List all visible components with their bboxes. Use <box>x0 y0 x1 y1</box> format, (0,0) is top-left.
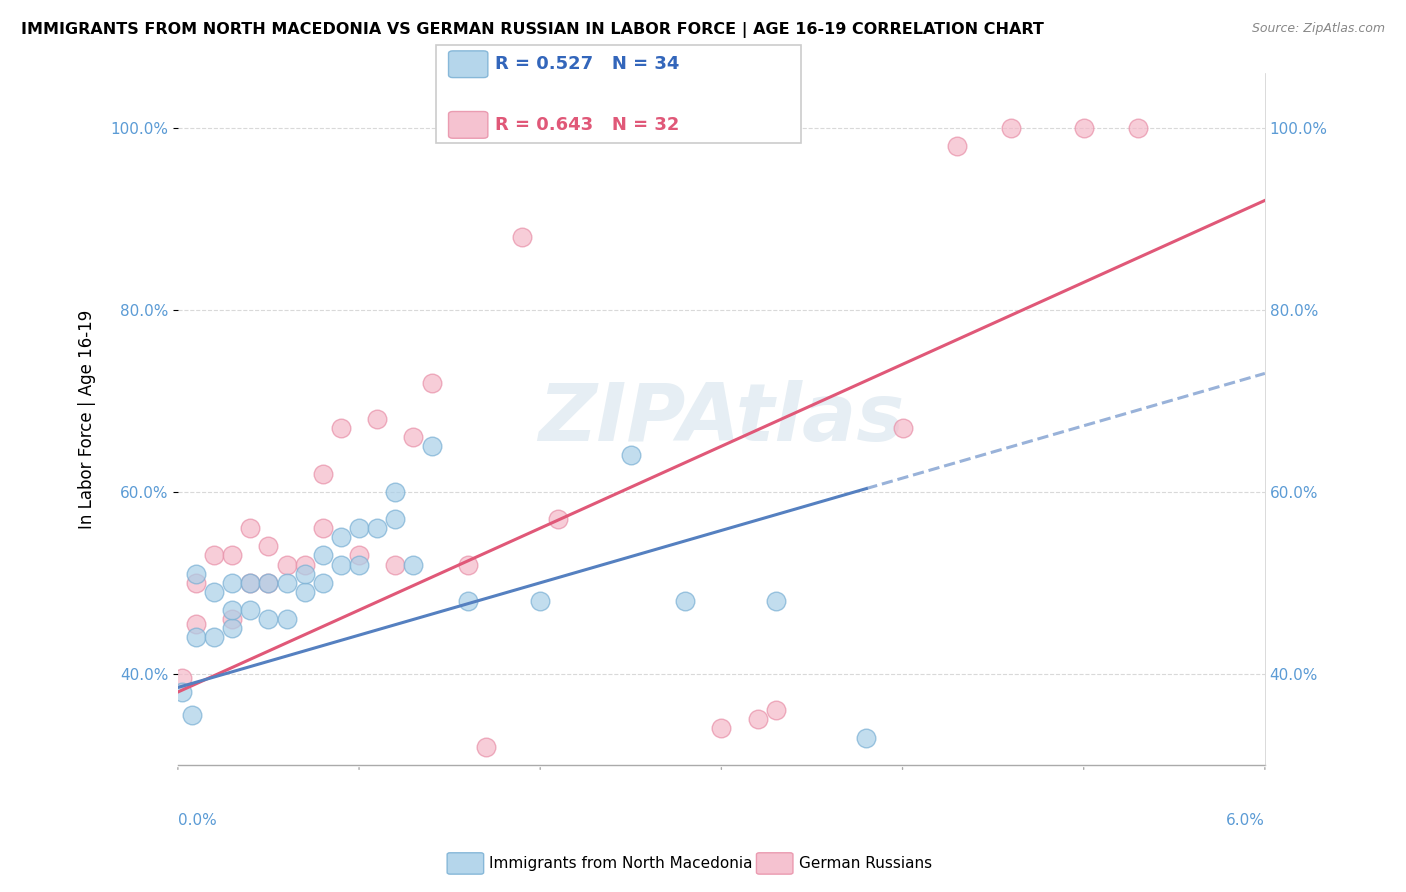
Point <box>1126 120 1149 135</box>
Point <box>276 612 298 626</box>
Text: Source: ZipAtlas.com: Source: ZipAtlas.com <box>1251 22 1385 36</box>
Point <box>457 594 479 608</box>
Point <box>239 521 262 535</box>
Text: R = 0.527   N = 34: R = 0.527 N = 34 <box>495 55 679 73</box>
Point <box>239 575 262 590</box>
Text: ZIPAtlas: ZIPAtlas <box>538 380 904 458</box>
Point <box>221 621 243 635</box>
Point <box>221 575 243 590</box>
Point <box>239 575 262 590</box>
Point <box>257 612 280 626</box>
Point <box>257 575 280 590</box>
Point <box>312 467 335 481</box>
Point <box>184 575 207 590</box>
Point <box>202 631 225 645</box>
Text: 0.0%: 0.0% <box>179 814 217 829</box>
Point <box>384 484 406 499</box>
Point <box>747 712 769 726</box>
Text: 6.0%: 6.0% <box>1226 814 1265 829</box>
Point <box>384 558 406 572</box>
Point <box>765 594 787 608</box>
Point <box>202 585 225 599</box>
Text: R = 0.643   N = 32: R = 0.643 N = 32 <box>495 116 679 134</box>
Point <box>181 707 204 722</box>
Point <box>257 575 280 590</box>
Point <box>276 575 298 590</box>
Point <box>529 594 551 608</box>
Point <box>457 558 479 572</box>
Point <box>276 558 298 572</box>
Point <box>329 558 352 572</box>
Point <box>221 603 243 617</box>
Point <box>420 439 443 453</box>
Point <box>202 549 225 563</box>
Point <box>475 739 498 754</box>
Point <box>312 549 335 563</box>
Point <box>402 430 425 444</box>
Point <box>312 521 335 535</box>
Text: IMMIGRANTS FROM NORTH MACEDONIA VS GERMAN RUSSIAN IN LABOR FORCE | AGE 16-19 COR: IMMIGRANTS FROM NORTH MACEDONIA VS GERMA… <box>21 22 1045 38</box>
Point <box>1000 120 1022 135</box>
Point <box>329 421 352 435</box>
Point <box>184 616 207 631</box>
Point <box>620 448 643 462</box>
Point <box>312 575 335 590</box>
Point <box>673 594 696 608</box>
Point <box>366 521 388 535</box>
Point <box>294 566 316 581</box>
Point <box>710 722 733 736</box>
Point <box>170 672 193 686</box>
Point <box>855 731 877 745</box>
Text: German Russians: German Russians <box>799 856 932 871</box>
Point <box>221 612 243 626</box>
Point <box>347 521 370 535</box>
Point <box>946 138 969 153</box>
Point <box>239 603 262 617</box>
Point <box>294 585 316 599</box>
Point <box>257 540 280 554</box>
Y-axis label: In Labor Force | Age 16-19: In Labor Force | Age 16-19 <box>79 310 96 529</box>
Point <box>366 412 388 426</box>
Point <box>347 549 370 563</box>
Point <box>347 558 370 572</box>
Point <box>221 549 243 563</box>
Point <box>170 685 193 699</box>
Point <box>510 230 533 244</box>
Point <box>184 566 207 581</box>
Point <box>329 530 352 544</box>
Point <box>420 376 443 390</box>
Point <box>402 558 425 572</box>
Point <box>547 512 569 526</box>
Point <box>1073 120 1095 135</box>
Point <box>891 421 914 435</box>
Point <box>384 512 406 526</box>
Text: Immigrants from North Macedonia: Immigrants from North Macedonia <box>489 856 752 871</box>
Point <box>184 631 207 645</box>
Point <box>765 703 787 717</box>
Point <box>294 558 316 572</box>
